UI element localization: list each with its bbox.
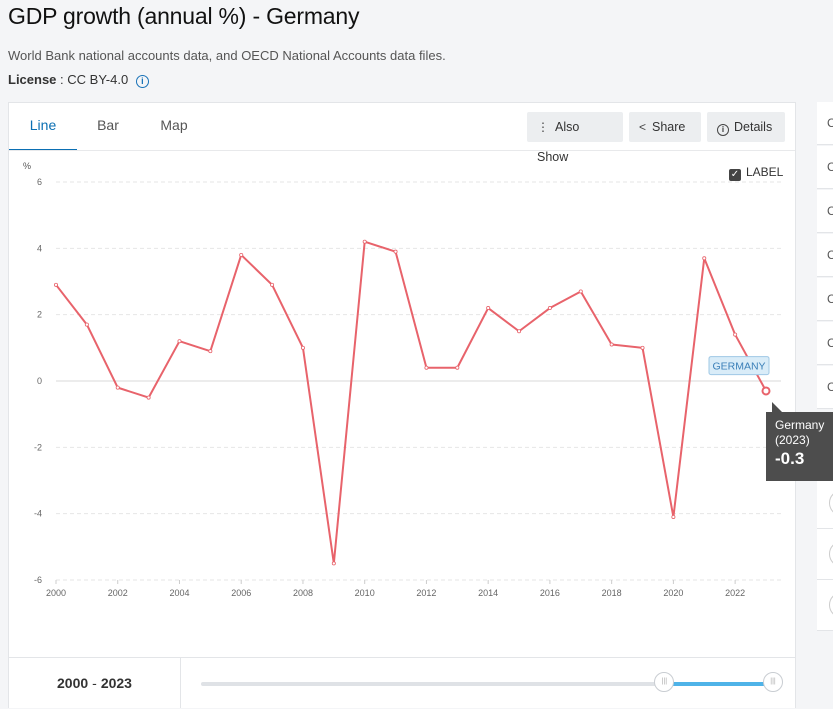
data-point: [761, 386, 771, 396]
license-value: : CC BY-4.0: [56, 72, 129, 87]
y-tick-label: -2: [34, 442, 42, 452]
data-point: [547, 306, 552, 311]
data-point: [424, 365, 429, 370]
tooltip-year: (2023): [775, 433, 810, 447]
x-tick-label: 2014: [478, 588, 498, 598]
info-icon[interactable]: i: [135, 75, 149, 88]
x-tick-label: 2006: [231, 588, 251, 598]
data-point: [578, 289, 583, 294]
side-round-item[interactable]: [817, 478, 833, 529]
x-tick-label: 2012: [416, 588, 436, 598]
data-point: [84, 322, 89, 327]
side-round-item[interactable]: [817, 529, 833, 580]
side-round-item[interactable]: [817, 580, 833, 631]
share-label: Share: [652, 120, 686, 134]
page-title: GDP growth (annual %) - Germany: [8, 3, 360, 29]
series-line: [55, 240, 767, 565]
range-track[interactable]: [201, 682, 773, 686]
series-end-label: GERMANY: [712, 361, 765, 373]
side-item[interactable]: C: [817, 190, 833, 233]
side-panel: C C C C C C C: [817, 102, 833, 662]
x-tick-label: 2000: [46, 588, 66, 598]
y-tick-label: -4: [34, 509, 42, 519]
x-tick-label: 2004: [169, 588, 189, 598]
label-toggle[interactable]: ✓ LABEL: [729, 165, 783, 181]
data-tooltip: Germany (2023) -0.3: [766, 402, 833, 481]
share-icon: <: [639, 120, 647, 134]
x-tick-label: 2002: [108, 588, 128, 598]
side-item[interactable]: C: [817, 102, 833, 145]
range-end: 2023: [100, 675, 132, 691]
x-tick-label: 2016: [540, 588, 560, 598]
data-point: [671, 514, 676, 519]
data-point: [146, 395, 151, 400]
data-point: [177, 339, 182, 344]
data-point: [208, 349, 213, 354]
details-info-icon: i: [717, 124, 729, 136]
x-tick-label: 2022: [725, 588, 745, 598]
data-point: [733, 332, 738, 337]
data-point: [331, 561, 336, 566]
label-toggle-text: LABEL: [746, 165, 784, 179]
checkbox-checked-icon: ✓: [729, 169, 741, 181]
circle-icon: [829, 490, 833, 516]
data-point: [362, 239, 367, 244]
tab-bar[interactable]: Bar: [97, 117, 119, 133]
range-start: 2000: [57, 675, 89, 691]
also-show-button[interactable]: ⋮ Also Show: [527, 112, 623, 164]
line-chart: 6 4 2 0 -2 -4 -6% 2000 2002 2004 2006 2008 2010 2012 2…: [23, 161, 781, 598]
side-item[interactable]: C: [817, 278, 833, 321]
x-tick-label: 2008: [293, 588, 313, 598]
x-tick-label: 2010: [355, 588, 375, 598]
y-tick-label: 0: [37, 376, 42, 386]
data-point: [455, 365, 460, 370]
x-tick-label: 2018: [602, 588, 622, 598]
data-point: [702, 256, 707, 261]
y-axis-label: %: [23, 161, 31, 171]
data-point: [486, 306, 491, 311]
data-point: [54, 282, 59, 287]
side-item[interactable]: C: [817, 146, 833, 189]
data-point: [517, 329, 522, 334]
circle-icon: [829, 541, 833, 567]
tooltip-value: -0.3: [775, 449, 805, 468]
range-label: 2000-2023: [9, 658, 181, 708]
data-point: [115, 385, 120, 390]
license-label: License: [8, 72, 57, 87]
also-show-label: Also Show: [537, 120, 580, 164]
source-note: World Bank national accounts data, and O…: [8, 48, 446, 63]
tooltip-country: Germany: [775, 418, 825, 432]
tabbar-divider: [9, 150, 795, 151]
data-point: [640, 345, 645, 350]
more-vertical-icon: ⋮: [537, 120, 549, 134]
y-tick-label: -6: [34, 575, 42, 585]
details-label: Details: [734, 120, 773, 134]
y-tick-label: 6: [37, 177, 42, 187]
side-item[interactable]: C: [817, 366, 833, 409]
range-start-handle[interactable]: |||: [654, 672, 675, 692]
side-item[interactable]: C: [817, 234, 833, 277]
data-point: [300, 345, 305, 350]
series-end-label-box: [708, 356, 770, 376]
data-point: [393, 249, 398, 254]
tab-map[interactable]: Map: [160, 117, 188, 133]
share-button[interactable]: < Share: [629, 112, 701, 142]
range-end-handle[interactable]: |||: [763, 672, 783, 692]
circle-icon: [829, 592, 833, 618]
data-point: [609, 342, 614, 347]
details-button[interactable]: i Details: [707, 112, 785, 142]
y-tick-label: 2: [37, 310, 42, 320]
license-line: License : CC BY-4.0 i: [8, 72, 149, 88]
tab-line[interactable]: Line: [9, 103, 77, 151]
y-tick-label: 4: [37, 243, 42, 253]
data-point: [270, 282, 275, 287]
range-track-fill: [664, 682, 773, 686]
range-selector: 2000-2023 ||| |||: [9, 657, 795, 708]
x-tick-label: 2020: [663, 588, 683, 598]
chart-panel: Line Bar Map ⋮ Also Show < Share i Details …: [8, 102, 796, 708]
side-item[interactable]: C: [817, 322, 833, 365]
data-point: [239, 252, 244, 257]
range-separator: -: [92, 675, 97, 691]
